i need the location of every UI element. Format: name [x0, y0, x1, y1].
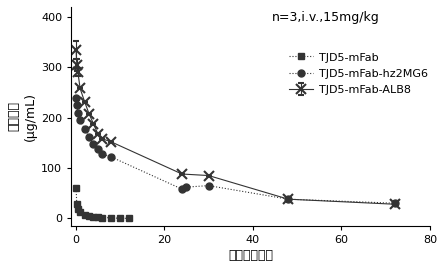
TJD5-mFab: [74, 203, 79, 206]
TJD5-mFab-hz2MG6: [95, 147, 100, 150]
TJD5-mFab-hz2MG6: [82, 127, 87, 130]
TJD5-mFab-hz2MG6: [74, 104, 79, 107]
Text: n=3,i.v.,15mg/kg: n=3,i.v.,15mg/kg: [272, 11, 380, 24]
TJD5-mFab-hz2MG6: [285, 197, 291, 201]
TJD5-mFab-hz2MG6: [91, 142, 96, 146]
Line: TJD5-mFab: TJD5-mFab: [73, 185, 131, 221]
Line: TJD5-mFab-hz2MG6: TJD5-mFab-hz2MG6: [72, 94, 398, 207]
TJD5-mFab: [77, 211, 83, 214]
TJD5-mFab-hz2MG6: [392, 201, 397, 205]
TJD5-mFab-hz2MG6: [99, 152, 105, 155]
TJD5-mFab-hz2MG6: [108, 155, 114, 158]
TJD5-mFab: [126, 217, 131, 220]
TJD5-mFab-hz2MG6: [75, 111, 80, 114]
Y-axis label: 血药浓度
(μg/mL): 血药浓度 (μg/mL): [7, 92, 37, 141]
TJD5-mFab: [82, 213, 87, 216]
TJD5-mFab: [75, 208, 80, 211]
Legend: TJD5-mFab, TJD5-mFab-hz2MG6, TJD5-mFab-ALB8: TJD5-mFab, TJD5-mFab-hz2MG6, TJD5-mFab-A…: [289, 52, 428, 95]
TJD5-mFab: [117, 217, 123, 220]
TJD5-mFab: [108, 216, 114, 220]
TJD5-mFab: [86, 215, 91, 218]
TJD5-mFab: [73, 186, 79, 190]
TJD5-mFab-hz2MG6: [77, 119, 83, 122]
TJD5-mFab-hz2MG6: [206, 184, 211, 187]
TJD5-mFab-hz2MG6: [73, 96, 79, 99]
X-axis label: 时间（小时）: 时间（小时）: [228, 249, 273, 262]
TJD5-mFab: [95, 216, 100, 219]
TJD5-mFab: [91, 215, 96, 218]
TJD5-mFab: [99, 216, 105, 219]
TJD5-mFab-hz2MG6: [184, 186, 189, 189]
TJD5-mFab-hz2MG6: [86, 135, 91, 138]
TJD5-mFab-hz2MG6: [179, 187, 185, 191]
